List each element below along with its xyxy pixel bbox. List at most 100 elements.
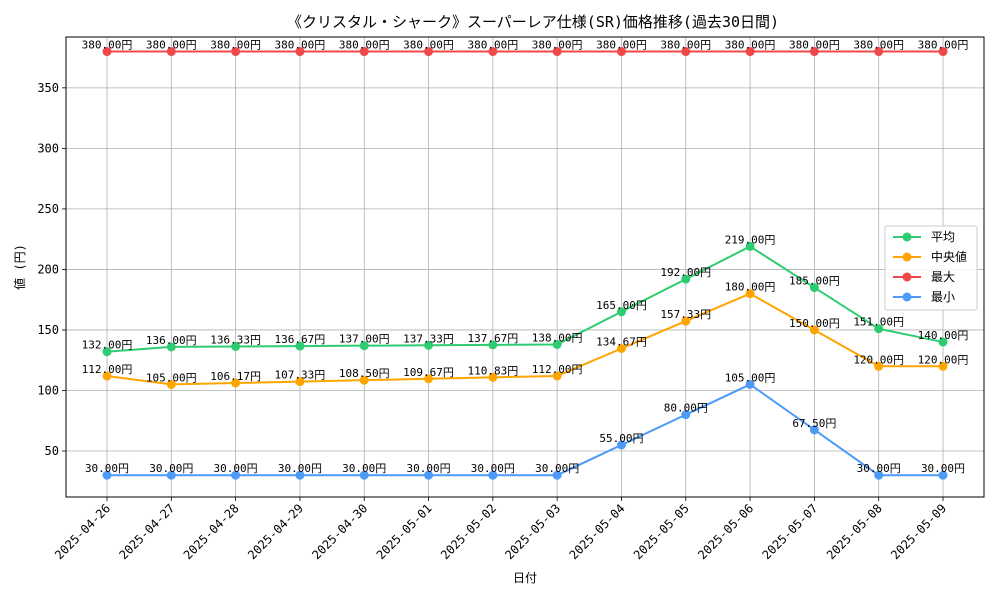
data-label: 30.00円: [149, 462, 193, 475]
data-point: [231, 470, 241, 480]
data-label: 151.00円: [853, 316, 904, 329]
data-label: 380.00円: [210, 39, 261, 52]
data-label: 136.67円: [275, 333, 326, 346]
x-tick-label: 2025-05-03: [502, 501, 563, 562]
data-point: [809, 325, 819, 335]
data-label: 132.00円: [82, 339, 133, 352]
data-point: [809, 425, 819, 435]
data-label: 380.00円: [853, 39, 904, 52]
data-point: [938, 337, 948, 347]
data-label: 380.00円: [596, 39, 647, 52]
data-point: [874, 47, 884, 57]
data-point: [102, 47, 112, 57]
data-label: 30.00円: [857, 462, 901, 475]
data-label: 55.00円: [599, 432, 643, 445]
data-point: [874, 470, 884, 480]
data-label: 120.00円: [853, 353, 904, 366]
series-lines: [102, 47, 948, 480]
data-point: [616, 47, 626, 57]
data-point: [166, 342, 176, 352]
legend-swatch-marker: [902, 232, 912, 242]
data-label: 30.00円: [406, 462, 450, 475]
data-label: 136.33円: [210, 333, 261, 346]
x-tick-label: 2025-04-28: [181, 501, 242, 562]
data-point: [488, 470, 498, 480]
x-tick-label: 2025-05-06: [695, 501, 756, 562]
data-label: 106.17円: [210, 370, 261, 383]
data-point: [488, 340, 498, 350]
data-label: 30.00円: [278, 462, 322, 475]
data-point: [102, 347, 112, 357]
data-label: 110.83円: [467, 364, 518, 377]
data-label: 120.00円: [918, 353, 969, 366]
data-point: [745, 47, 755, 57]
x-tick-label: 2025-04-30: [309, 501, 370, 562]
data-point: [809, 47, 819, 57]
data-point: [552, 339, 562, 349]
data-label: 112.00円: [82, 363, 133, 376]
data-label: 30.00円: [85, 462, 129, 475]
x-tick-label: 2025-05-04: [567, 501, 628, 562]
data-point: [938, 361, 948, 371]
data-point: [745, 289, 755, 299]
data-point: [166, 470, 176, 480]
x-axis-ticks: 2025-04-26 2025-04-27 2025-04-28 2025-04-29…: [52, 497, 949, 562]
data-label: 192.00円: [660, 266, 711, 279]
x-axis-title: 日付: [513, 571, 537, 585]
legend-frame: [884, 225, 978, 311]
data-label: 108.50円: [339, 367, 390, 380]
chart-title: 《クリスタル・シャーク》スーパーレア仕様(SR)価格推移(過去30日間): [287, 13, 779, 31]
data-point: [424, 47, 434, 57]
data-point: [938, 470, 948, 480]
legend-swatch-marker: [902, 252, 912, 262]
data-point: [102, 470, 112, 480]
data-label: 380.00円: [467, 39, 518, 52]
data-point: [681, 316, 691, 326]
data-label: 380.00円: [918, 39, 969, 52]
data-point: [488, 372, 498, 382]
data-label: 180.00円: [725, 281, 776, 294]
data-point: [424, 470, 434, 480]
data-point: [681, 47, 691, 57]
data-point: [616, 307, 626, 317]
data-label: 380.00円: [403, 39, 454, 52]
data-label: 137.67円: [467, 332, 518, 345]
data-label: 30.00円: [342, 462, 386, 475]
data-label: 105.00円: [146, 371, 197, 384]
legend-label: 中央値: [931, 249, 967, 264]
data-point: [231, 47, 241, 57]
data-label: 150.00円: [789, 317, 840, 330]
x-tick-label: 2025-04-27: [116, 501, 177, 562]
x-tick-label: 2025-05-09: [888, 501, 949, 562]
data-point: [359, 341, 369, 351]
x-tick-label: 2025-05-07: [760, 501, 821, 562]
data-point: [552, 47, 562, 57]
data-labels: 132.00円 136.00円 136.33円 136.67円 137.00円 137.3…: [82, 39, 969, 476]
data-point: [295, 470, 305, 480]
data-label: 107.33円: [275, 369, 326, 382]
data-point: [359, 470, 369, 480]
data-point: [424, 340, 434, 350]
x-tick-label: 2025-05-08: [824, 501, 885, 562]
data-label: 134.67円: [596, 336, 647, 349]
data-label: 67.50円: [792, 417, 836, 430]
series-line-1: [106, 292, 943, 386]
data-point: [552, 470, 562, 480]
series-line-0: [106, 245, 944, 353]
data-label: 136.00円: [146, 334, 197, 347]
x-tick-label: 2025-05-02: [438, 501, 499, 562]
data-label: 380.00円: [275, 39, 326, 52]
data-point: [359, 47, 369, 57]
data-label: 185.00円: [789, 275, 840, 288]
data-label: 30.00円: [535, 462, 579, 475]
data-point: [488, 47, 498, 57]
y-tick-label: 50: [45, 444, 59, 458]
y-tick-label: 200: [37, 262, 59, 276]
data-point: [938, 47, 948, 57]
x-tick-label: 2025-04-29: [245, 501, 306, 562]
x-tick-label: 2025-05-05: [631, 501, 692, 562]
data-label: 380.00円: [789, 39, 840, 52]
